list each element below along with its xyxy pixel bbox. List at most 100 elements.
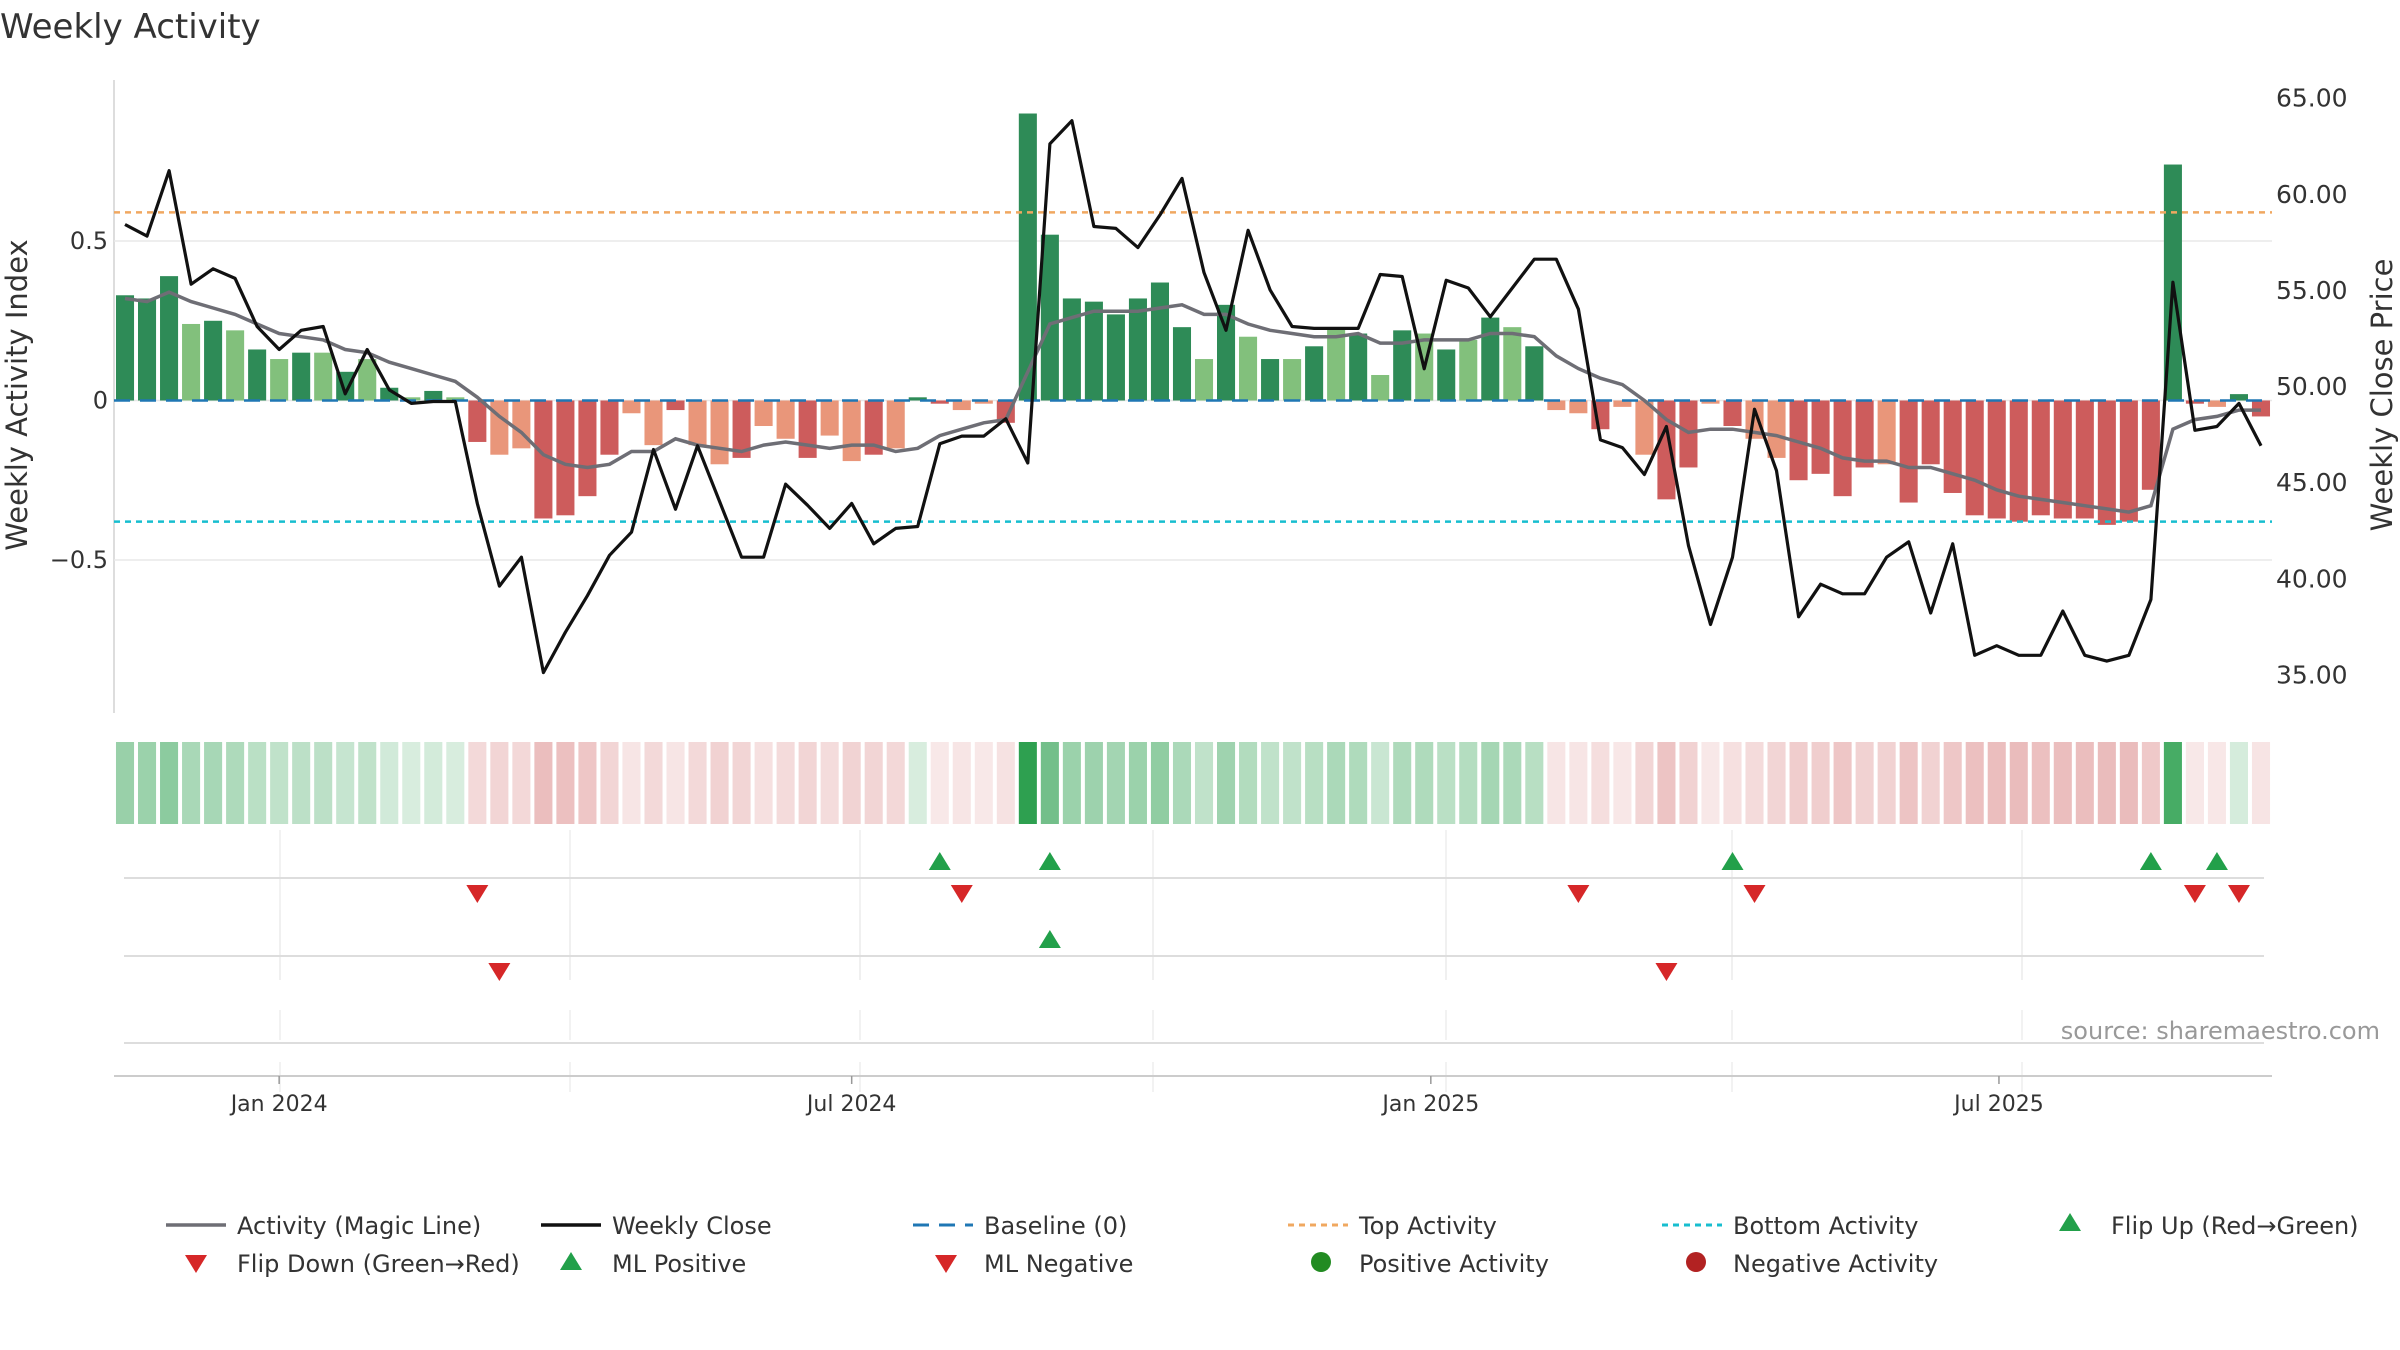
activity-bar	[2009, 400, 2028, 522]
activity-bar	[1283, 359, 1302, 401]
heat-cell	[446, 742, 465, 824]
flip-up-marker	[928, 852, 951, 870]
activity-bar	[688, 400, 707, 446]
heat-cell	[182, 742, 201, 824]
heat-cell	[248, 742, 267, 824]
heat-cell	[1261, 742, 1280, 824]
legend-label: Top Activity	[1358, 1212, 1497, 1240]
activity-bar	[248, 349, 267, 401]
flip-down-marker	[1743, 885, 1766, 903]
heat-cell	[468, 742, 487, 824]
activity-bar	[776, 400, 795, 439]
activity-bar	[1855, 400, 1874, 468]
y-axis-label-left: Weekly Activity Index	[0, 239, 34, 550]
activity-bar	[534, 400, 553, 519]
heat-cell	[1503, 742, 1522, 824]
activity-bar	[1701, 400, 1720, 404]
heat-cell	[1877, 742, 1896, 824]
heat-cell	[490, 742, 509, 824]
heat-cell	[512, 742, 531, 824]
heat-cell	[578, 742, 597, 824]
flip-down-marker	[466, 885, 489, 903]
heat-cell	[732, 742, 751, 824]
activity-bar	[1261, 359, 1280, 401]
heat-cell	[1084, 742, 1103, 824]
heat-cell	[996, 742, 1015, 824]
main-panel: 0.5 0 −0.5 65.00 60.00 55.00 50.00 45.00 40.00 35…	[50, 80, 2348, 713]
heat-cell	[534, 742, 553, 824]
heat-cell	[1965, 742, 1984, 824]
heat-cell	[2251, 742, 2271, 824]
heat-cell	[1679, 742, 1698, 824]
activity-bar	[402, 397, 421, 401]
heat-cell	[710, 742, 729, 824]
heat-cell	[1217, 742, 1236, 824]
activity-bar	[1525, 346, 1544, 401]
heat-cell	[314, 742, 333, 824]
x-tick-label: Jan 2024	[229, 1092, 328, 1117]
heat-cell	[270, 742, 289, 824]
activity-bar	[1217, 304, 1236, 401]
heat-cell	[1239, 742, 1258, 824]
activity-bar	[314, 352, 333, 401]
heat-cell	[1371, 742, 1390, 824]
weekly-close-series	[124, 119, 2263, 675]
legend-label: Positive Activity	[1359, 1250, 1549, 1278]
heat-cell	[2119, 742, 2138, 824]
activity-bar	[468, 400, 487, 442]
heat-cell	[2009, 742, 2028, 824]
heat-cell	[952, 742, 971, 824]
heat-cell	[204, 742, 223, 824]
heat-cell	[1525, 742, 1544, 824]
activity-bar	[1613, 400, 1632, 407]
legend-label: ML Positive	[612, 1250, 746, 1278]
activity-bar	[644, 400, 663, 446]
activity-bar	[446, 397, 465, 401]
heat-cell	[1128, 742, 1147, 824]
right-tick-label: 40.00	[2276, 564, 2348, 593]
activity-bar	[1349, 333, 1368, 401]
activity-bar	[842, 400, 861, 462]
activity-bar	[2185, 400, 2204, 404]
activity-bar	[600, 400, 619, 455]
activity-bar	[1106, 314, 1125, 401]
heat-cell	[2185, 742, 2204, 824]
activity-bar	[1877, 400, 1896, 465]
y-axis-label-right: Weekly Close Price	[2365, 259, 2399, 532]
activity-bar	[358, 359, 377, 401]
activity-bar	[1899, 400, 1918, 503]
activity-bar	[1018, 113, 1037, 401]
activity-bar	[182, 323, 201, 401]
heat-cell	[1040, 742, 1059, 824]
chart-title: Weekly Activity	[0, 7, 261, 47]
heat-cell	[1657, 742, 1676, 824]
flip-strips	[124, 830, 2264, 1092]
heat-cell	[600, 742, 619, 824]
activity-bar	[1172, 327, 1192, 401]
heat-cell	[1349, 742, 1368, 824]
activity-bar	[1194, 359, 1214, 401]
activity-bar	[974, 400, 993, 404]
legend-label: Bottom Activity	[1733, 1212, 1918, 1240]
heat-cell	[1811, 742, 1830, 824]
activity-bar	[1305, 346, 1324, 401]
legend-label: Flip Down (Green→Red)	[237, 1250, 520, 1278]
activity-bar	[1040, 234, 1059, 401]
activity-bar	[1965, 400, 1984, 516]
right-tick-label: 55.00	[2276, 276, 2348, 305]
heat-cell	[1106, 742, 1125, 824]
heat-cell	[1613, 742, 1632, 824]
heat-cell	[644, 742, 663, 824]
activity-bar	[1657, 400, 1676, 500]
activity-bar	[886, 400, 905, 449]
heat-cell	[798, 742, 817, 824]
activity-bar	[1921, 400, 1940, 465]
activity-bar	[820, 400, 839, 436]
heat-cell	[1459, 742, 1478, 824]
activity-bar	[204, 320, 223, 401]
heat-cell	[1547, 742, 1566, 824]
activity-bar	[1481, 317, 1500, 401]
activity-bar	[1393, 330, 1412, 401]
heat-cell	[1921, 742, 1940, 824]
flip-up-marker	[560, 1252, 582, 1270]
